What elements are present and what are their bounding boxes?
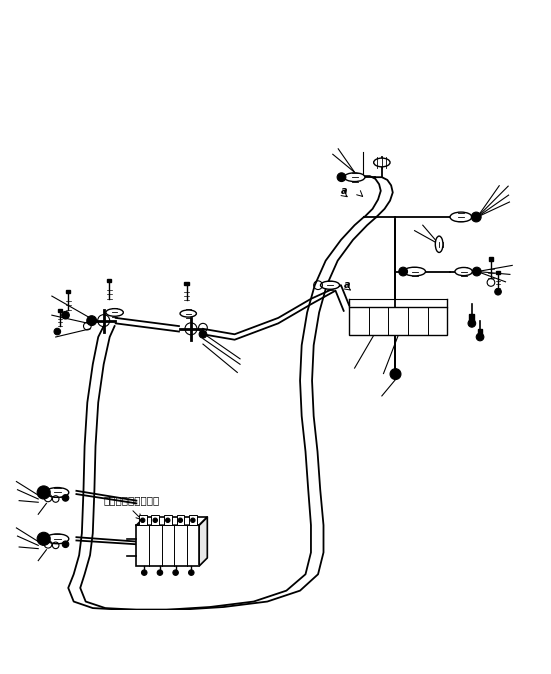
- Circle shape: [157, 570, 163, 576]
- Bar: [152, 516, 159, 525]
- Polygon shape: [137, 517, 207, 525]
- Polygon shape: [199, 517, 207, 566]
- Ellipse shape: [46, 487, 69, 497]
- Circle shape: [153, 518, 158, 522]
- Ellipse shape: [435, 236, 443, 253]
- Ellipse shape: [455, 268, 472, 276]
- Bar: [164, 516, 171, 525]
- Ellipse shape: [344, 173, 365, 181]
- Bar: [489, 257, 493, 261]
- Circle shape: [188, 570, 194, 576]
- Bar: [107, 279, 111, 282]
- Polygon shape: [478, 329, 482, 334]
- Ellipse shape: [106, 309, 123, 316]
- Bar: [176, 516, 184, 525]
- Circle shape: [62, 311, 69, 319]
- Bar: [66, 290, 71, 293]
- Bar: [58, 309, 62, 313]
- Circle shape: [54, 328, 61, 335]
- Circle shape: [471, 212, 481, 222]
- Text: a: a: [341, 186, 348, 196]
- Circle shape: [62, 495, 69, 501]
- Ellipse shape: [404, 267, 425, 276]
- Circle shape: [199, 330, 207, 338]
- Circle shape: [37, 486, 50, 499]
- Circle shape: [399, 267, 408, 276]
- Circle shape: [495, 288, 501, 295]
- Circle shape: [37, 532, 50, 545]
- Circle shape: [62, 541, 69, 547]
- Bar: [349, 307, 447, 336]
- Bar: [139, 516, 147, 525]
- Ellipse shape: [321, 281, 339, 289]
- Polygon shape: [469, 314, 474, 321]
- Text: コントロールバルブ: コントロールバルブ: [104, 495, 160, 506]
- Circle shape: [472, 267, 481, 276]
- Bar: [189, 516, 197, 525]
- Circle shape: [166, 518, 170, 522]
- Ellipse shape: [450, 212, 472, 222]
- Circle shape: [178, 518, 182, 522]
- Circle shape: [390, 369, 401, 379]
- Text: a: a: [344, 280, 350, 290]
- Bar: [137, 525, 199, 566]
- Circle shape: [142, 570, 147, 576]
- Ellipse shape: [180, 310, 196, 317]
- Circle shape: [476, 333, 484, 341]
- Circle shape: [87, 315, 96, 326]
- Circle shape: [173, 570, 179, 576]
- Circle shape: [337, 173, 346, 181]
- Circle shape: [468, 319, 476, 327]
- Bar: [496, 271, 500, 274]
- Ellipse shape: [46, 534, 69, 544]
- Circle shape: [191, 518, 195, 522]
- Bar: [185, 282, 189, 285]
- Ellipse shape: [374, 158, 390, 167]
- Circle shape: [141, 518, 145, 522]
